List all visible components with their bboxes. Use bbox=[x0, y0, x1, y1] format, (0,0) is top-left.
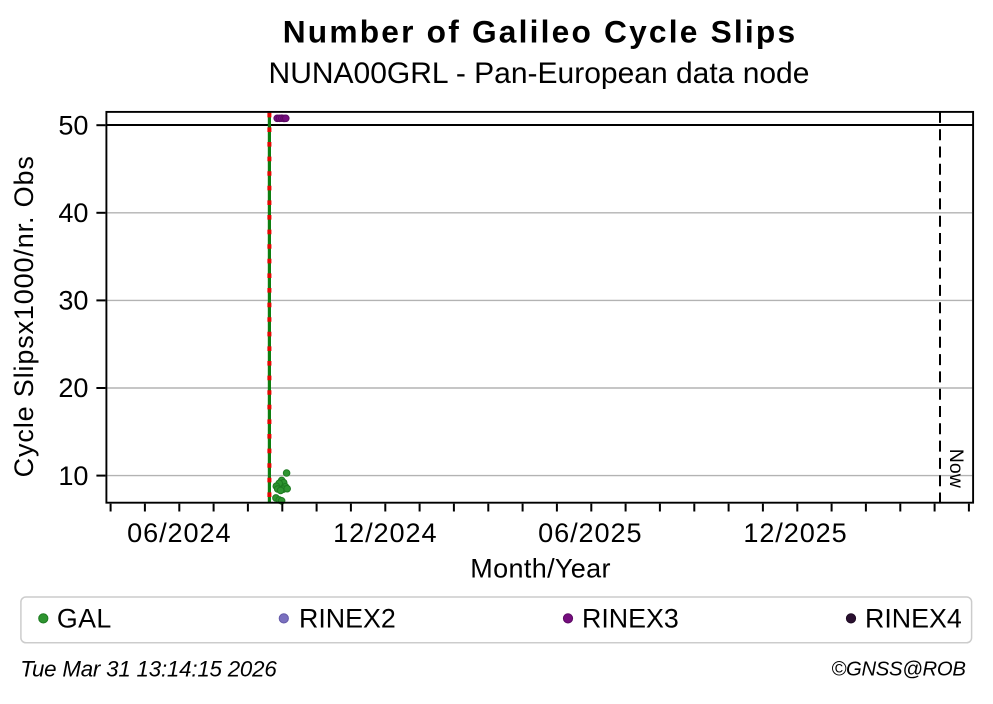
svg-text:12/2025: 12/2025 bbox=[743, 517, 847, 548]
svg-text:10: 10 bbox=[58, 460, 88, 491]
svg-text:RINEX3: RINEX3 bbox=[582, 604, 679, 634]
svg-text:Tue Mar 31 13:14:15 2026: Tue Mar 31 13:14:15 2026 bbox=[20, 657, 277, 682]
svg-text:©GNSS@ROB: ©GNSS@ROB bbox=[831, 659, 965, 681]
svg-text:RINEX4: RINEX4 bbox=[865, 604, 962, 634]
svg-text:Cycle Slipsx1000/nr. Obs: Cycle Slipsx1000/nr. Obs bbox=[9, 155, 39, 477]
svg-text:50: 50 bbox=[58, 109, 88, 140]
svg-text:NUNA00GRL - Pan-European data: NUNA00GRL - Pan-European data node bbox=[269, 57, 810, 90]
svg-text:30: 30 bbox=[58, 285, 88, 316]
svg-text:40: 40 bbox=[58, 197, 88, 228]
svg-text:20: 20 bbox=[58, 372, 88, 403]
svg-text:Month/Year: Month/Year bbox=[470, 554, 611, 584]
svg-text:RINEX2: RINEX2 bbox=[299, 604, 396, 634]
svg-text:Now: Now bbox=[945, 449, 967, 489]
svg-text:Number of Galileo Cycle Slips: Number of Galileo Cycle Slips bbox=[283, 13, 798, 49]
svg-text:12/2024: 12/2024 bbox=[333, 517, 437, 548]
svg-text:06/2024: 06/2024 bbox=[127, 517, 231, 548]
svg-text:GAL: GAL bbox=[57, 604, 112, 634]
svg-text:06/2025: 06/2025 bbox=[538, 517, 642, 548]
